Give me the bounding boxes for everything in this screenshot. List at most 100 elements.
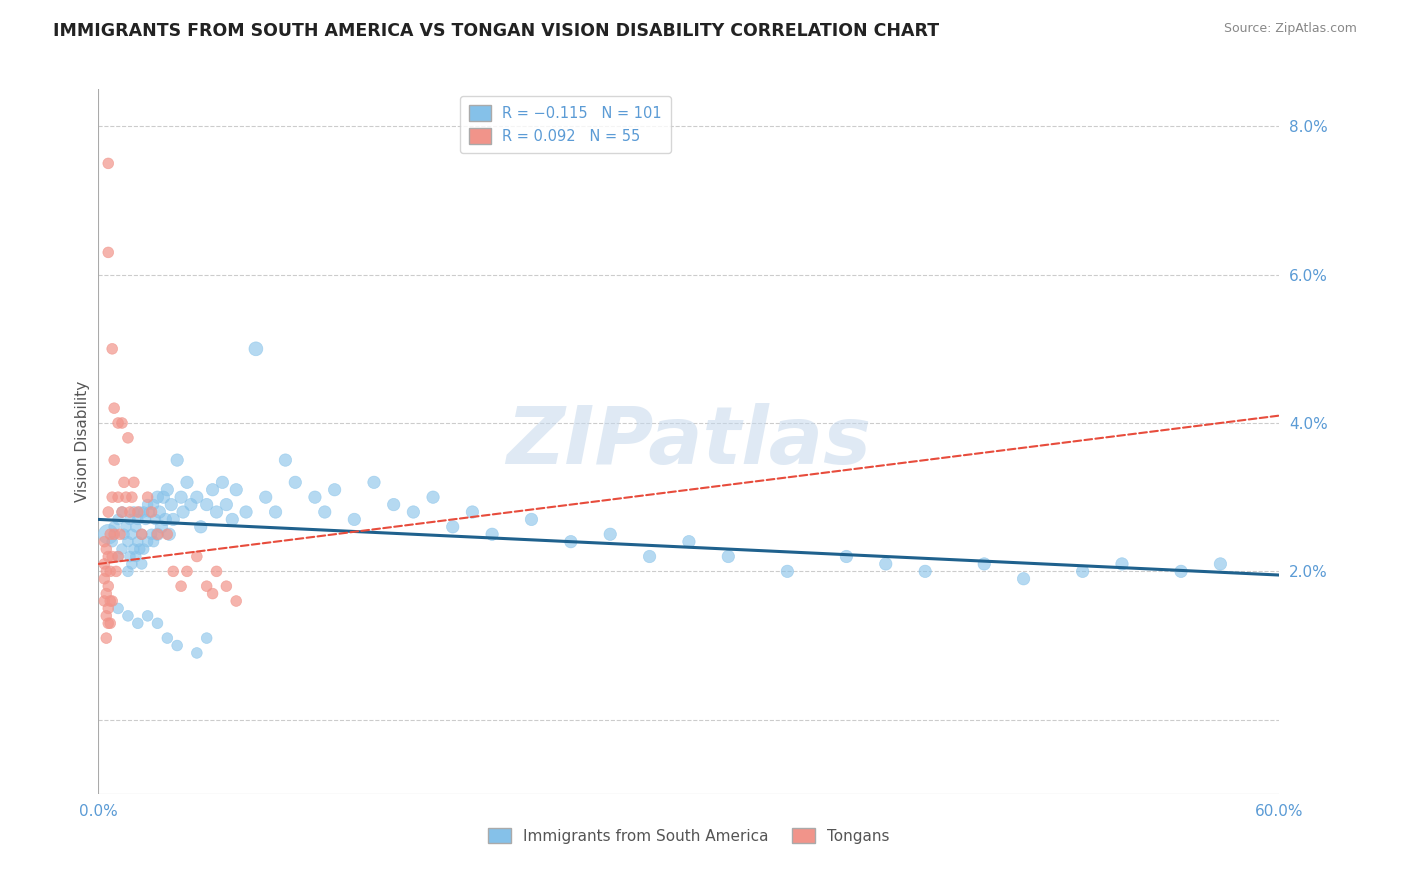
Point <box>127 616 149 631</box>
Point <box>162 512 184 526</box>
Point <box>125 549 148 564</box>
Point <box>152 490 174 504</box>
Point <box>221 512 243 526</box>
Point <box>135 512 157 526</box>
Point <box>127 534 149 549</box>
Point <box>103 527 125 541</box>
Point <box>97 616 120 631</box>
Point <box>141 527 163 541</box>
Point <box>118 505 141 519</box>
Point <box>973 557 995 571</box>
Point <box>105 565 128 579</box>
Point <box>678 534 700 549</box>
Point <box>201 586 224 600</box>
Point <box>180 498 202 512</box>
Point <box>156 631 179 645</box>
Point <box>274 453 297 467</box>
Point <box>170 579 193 593</box>
Point <box>186 490 208 504</box>
Point <box>215 579 238 593</box>
Point <box>875 557 897 571</box>
Point <box>141 505 163 519</box>
Legend: Immigrants from South America, Tongans: Immigrants from South America, Tongans <box>482 822 896 850</box>
Point <box>323 483 346 497</box>
Point <box>205 565 228 579</box>
Point <box>97 505 120 519</box>
Point <box>117 565 139 579</box>
Point <box>117 431 139 445</box>
Point <box>132 505 155 519</box>
Point <box>127 505 149 519</box>
Point <box>101 342 124 356</box>
Point <box>93 572 115 586</box>
Point <box>157 527 180 541</box>
Point <box>146 490 169 504</box>
Point <box>776 565 799 579</box>
Point <box>166 453 188 467</box>
Point <box>254 490 277 504</box>
Point <box>101 490 124 504</box>
Point <box>284 475 307 490</box>
Y-axis label: Vision Disability: Vision Disability <box>75 381 90 502</box>
Point <box>145 512 167 526</box>
Point <box>481 527 503 541</box>
Point <box>103 520 125 534</box>
Point <box>146 527 169 541</box>
Point <box>131 527 153 541</box>
Point <box>560 534 582 549</box>
Point <box>103 401 125 416</box>
Point <box>97 527 120 541</box>
Point <box>107 549 129 564</box>
Point <box>205 505 228 519</box>
Point <box>97 601 120 615</box>
Point <box>93 557 115 571</box>
Point <box>422 490 444 504</box>
Point <box>111 505 134 519</box>
Point <box>121 527 143 541</box>
Point <box>156 527 179 541</box>
Point <box>461 505 484 519</box>
Text: IMMIGRANTS FROM SOUTH AMERICA VS TONGAN VISION DISABILITY CORRELATION CHART: IMMIGRANTS FROM SOUTH AMERICA VS TONGAN … <box>53 22 939 40</box>
Point <box>117 534 139 549</box>
Point <box>107 416 129 430</box>
Point <box>190 520 212 534</box>
Point <box>98 616 121 631</box>
Point <box>1071 565 1094 579</box>
Point <box>98 565 121 579</box>
Point <box>195 631 218 645</box>
Point <box>101 549 124 564</box>
Point <box>96 542 118 557</box>
Point <box>98 594 121 608</box>
Point <box>520 512 543 526</box>
Point <box>118 512 141 526</box>
Point <box>117 608 139 623</box>
Point <box>1209 557 1232 571</box>
Point <box>112 475 135 490</box>
Point <box>101 594 124 608</box>
Point <box>107 549 129 564</box>
Point <box>148 505 170 519</box>
Point <box>121 490 143 504</box>
Point <box>128 505 150 519</box>
Point <box>125 520 148 534</box>
Point <box>599 527 621 541</box>
Point <box>195 498 218 512</box>
Point <box>195 579 218 593</box>
Text: ZIPatlas: ZIPatlas <box>506 402 872 481</box>
Point <box>136 534 159 549</box>
Point <box>150 520 173 534</box>
Point <box>235 505 257 519</box>
Point <box>142 498 165 512</box>
Point <box>111 505 134 519</box>
Point <box>115 520 138 534</box>
Point <box>136 498 159 512</box>
Point <box>186 646 208 660</box>
Point <box>97 579 120 593</box>
Point <box>97 549 120 564</box>
Point <box>363 475 385 490</box>
Point <box>98 527 121 541</box>
Point <box>155 512 177 526</box>
Point <box>201 483 224 497</box>
Point <box>138 505 160 519</box>
Point <box>264 505 287 519</box>
